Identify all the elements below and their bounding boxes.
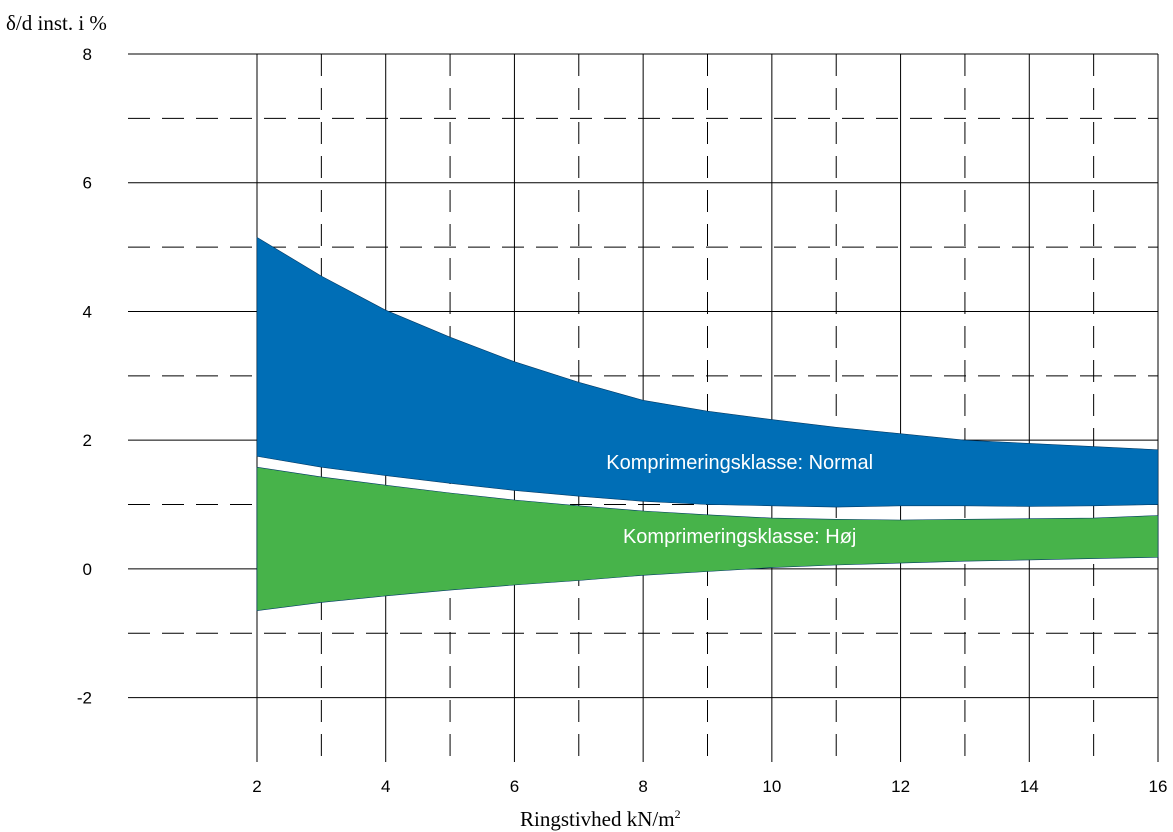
- y-tick-label: 0: [83, 560, 92, 579]
- band-labels: Komprimeringsklasse: Normal Komprimerings…: [606, 452, 873, 548]
- x-tick-label: 6: [510, 777, 519, 796]
- band-series-1: [256, 236, 1159, 508]
- band-label-1: Komprimeringsklasse: Normal: [606, 452, 873, 474]
- x-axis-title: Ringstivhed kN/m2: [520, 807, 681, 831]
- y-axis-title: δ/d inst. i %: [6, 11, 107, 35]
- y-tick-label: 8: [83, 45, 92, 64]
- y-tick-label: 4: [83, 302, 92, 321]
- y-tick-labels: -2 0 2 4 6 8: [77, 45, 92, 708]
- x-tick-label: 12: [891, 777, 910, 796]
- x-axis-title-superscript: 2: [675, 807, 681, 821]
- x-tick-label: 4: [381, 777, 390, 796]
- y-tick-label: 6: [83, 174, 92, 193]
- x-tick-label: 10: [762, 777, 781, 796]
- x-tick-label: 16: [1149, 777, 1168, 796]
- band-series-2: [256, 466, 1159, 612]
- x-tick-label: 14: [1020, 777, 1039, 796]
- y-tick-label: 2: [83, 431, 92, 450]
- x-tick-label: 8: [638, 777, 647, 796]
- bands: [256, 236, 1159, 612]
- x-tick-label: 2: [252, 777, 261, 796]
- x-axis-title-text: Ringstivhed kN/m: [520, 807, 675, 831]
- y-tick-label: -2: [77, 689, 92, 708]
- band-label-2: Komprimeringsklasse: Høj: [623, 526, 856, 548]
- x-tick-labels: 2 4 6 8 10 12 14 16: [252, 777, 1167, 796]
